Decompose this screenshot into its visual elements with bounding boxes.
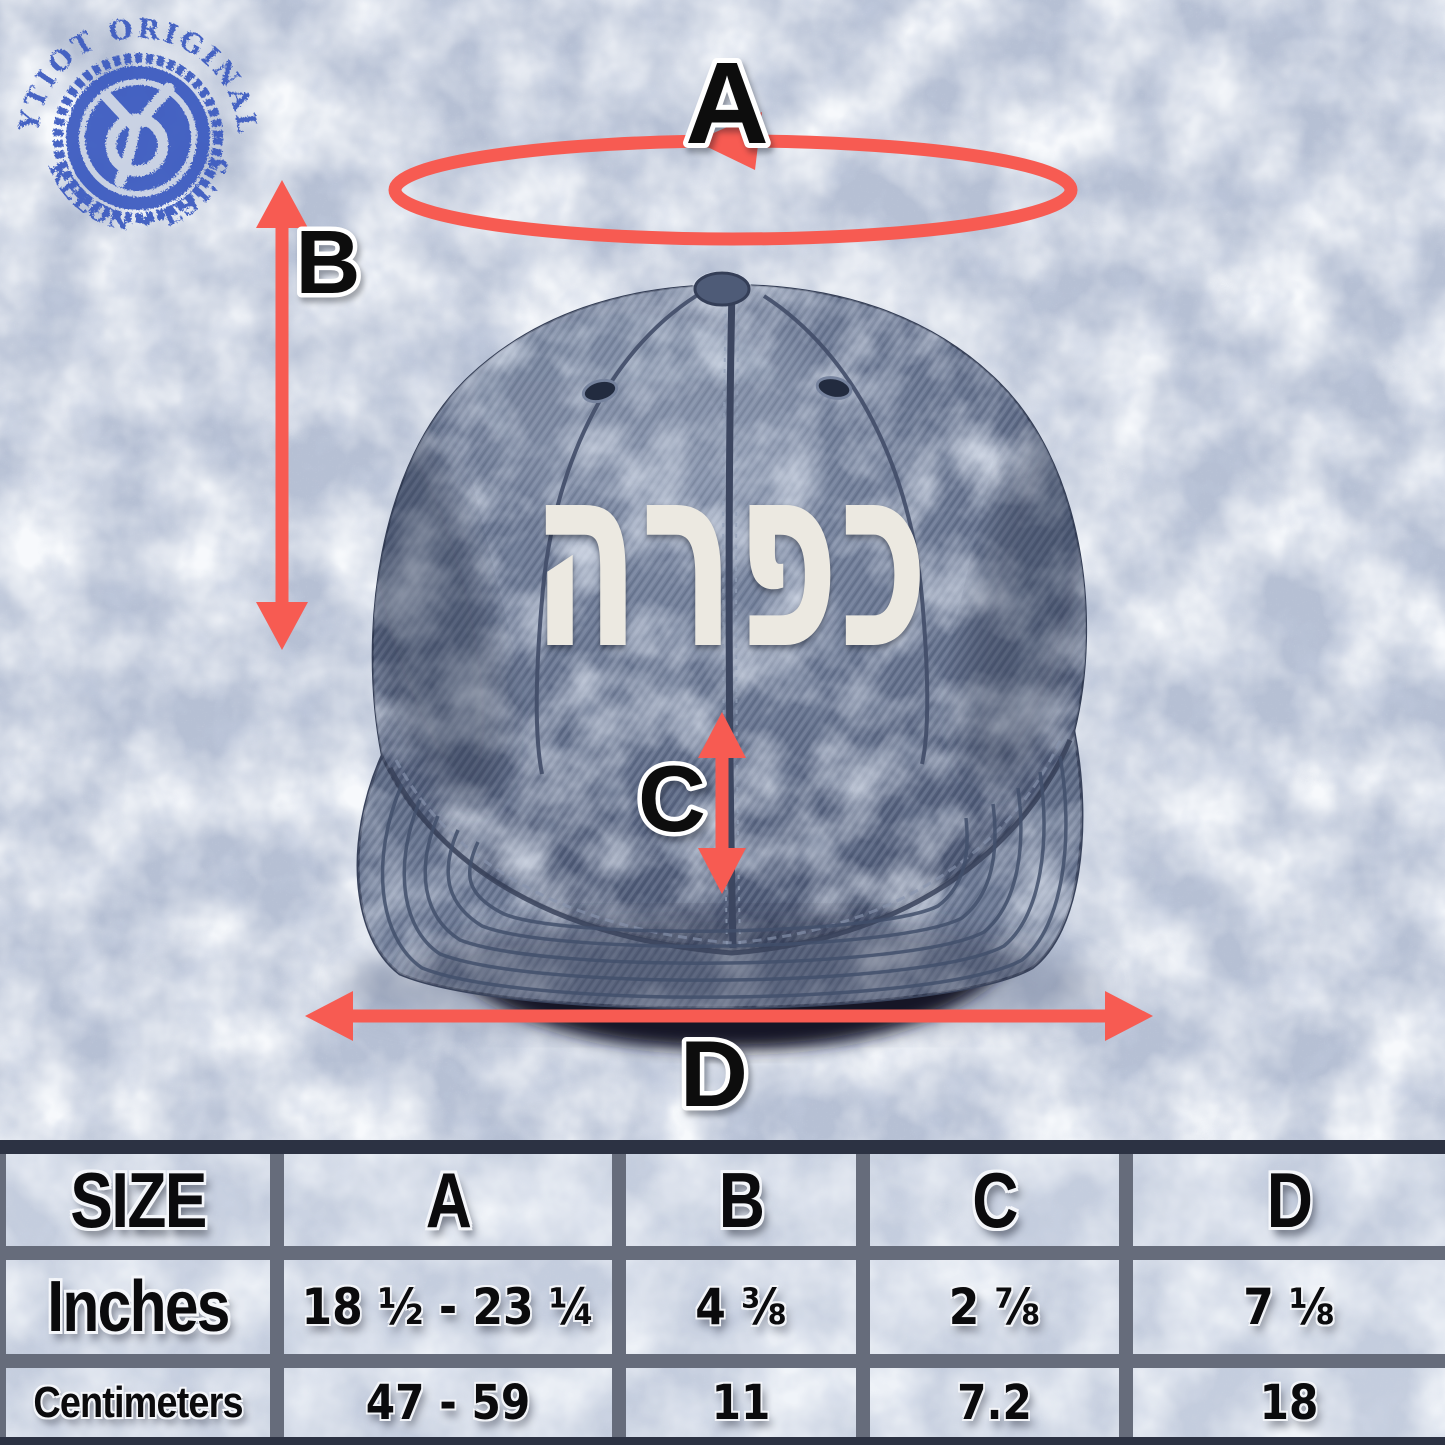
centimeters-value-c: 7.2 xyxy=(957,1374,1032,1431)
inches-value-d: 7 ⅛ xyxy=(1243,1278,1335,1336)
table-header-a: A xyxy=(425,1155,472,1244)
embroidery-text: כפרה xyxy=(531,409,928,706)
table-header-size: SIZE xyxy=(70,1155,207,1244)
centimeters-value-d: 18 xyxy=(1259,1374,1319,1431)
centimeters-row-label: Centimeters xyxy=(33,1377,243,1427)
measurement-label-c: C xyxy=(638,746,706,851)
measurement-label-d: D xyxy=(680,1021,748,1126)
inches-value-a: 18 ½ - 23 ¼ xyxy=(301,1278,595,1336)
table-header-b: B xyxy=(718,1155,765,1244)
arrowheads xyxy=(256,112,1153,1041)
brand-stamp: OYTIOT ORIGINALS ASHKELON • EST. 5785 xyxy=(8,8,259,237)
brim-stitching xyxy=(380,755,1068,999)
inches-value-c: 2 ⅞ xyxy=(948,1278,1041,1336)
inches-row-label: Inches xyxy=(47,1267,230,1347)
cap-button xyxy=(693,271,751,307)
table-header-c: C xyxy=(972,1155,1018,1244)
size-table-grid xyxy=(0,1140,1445,1445)
centimeters-value-a: 47 - 59 xyxy=(365,1374,531,1431)
measurement-label-a: A xyxy=(685,38,769,168)
inches-value-b: 4 ⅜ xyxy=(695,1278,787,1336)
table-header-d: D xyxy=(1266,1155,1313,1244)
stamp-emblem xyxy=(53,53,223,223)
measurement-label-b: B xyxy=(296,213,361,313)
centimeters-value-b: 11 xyxy=(711,1374,771,1431)
cap-eyelets xyxy=(581,376,853,404)
